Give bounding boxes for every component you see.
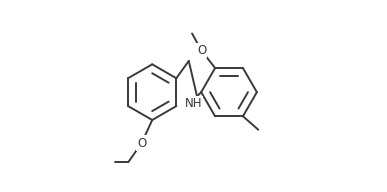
Text: O: O (137, 137, 146, 150)
Text: O: O (197, 44, 206, 57)
Text: NH: NH (185, 97, 202, 110)
